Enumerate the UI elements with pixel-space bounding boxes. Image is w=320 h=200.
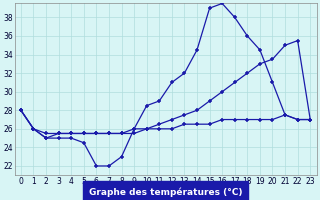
X-axis label: Graphe des températures (°C): Graphe des températures (°C) [89,187,242,197]
